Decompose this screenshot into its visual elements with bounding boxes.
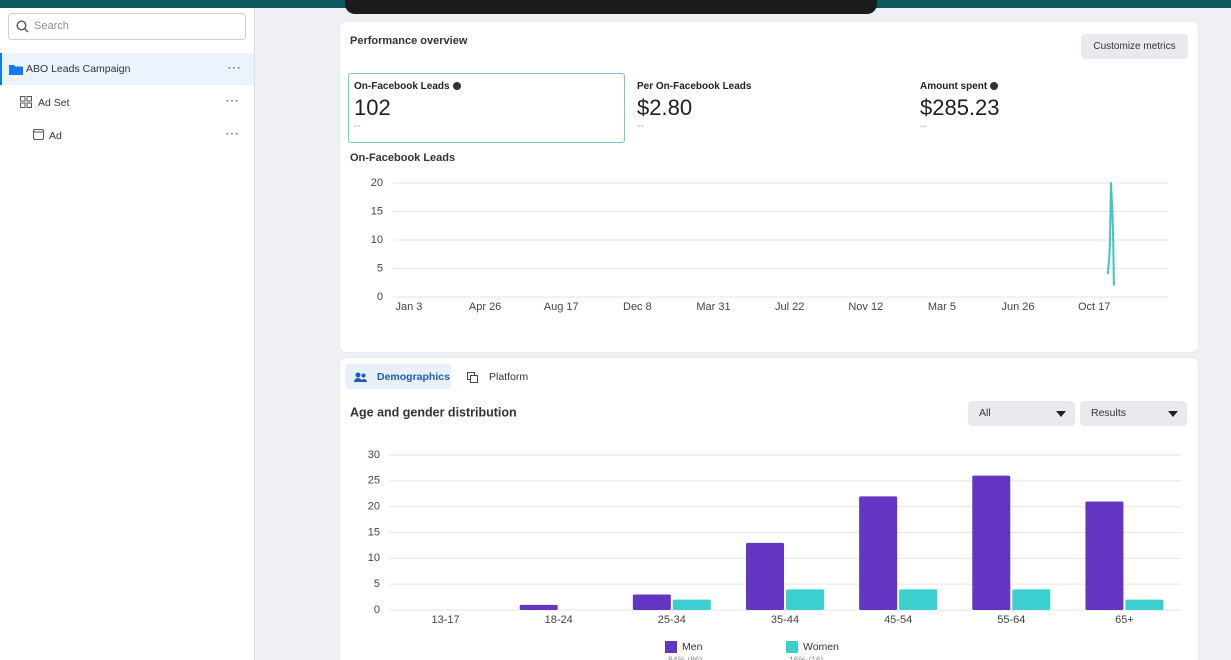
search-placeholder: Search [34, 20, 69, 32]
x-tick-label: 35-44 [771, 614, 799, 626]
bar [786, 589, 824, 610]
campaign-row[interactable]: ABO Leads Campaign ⋯ [0, 53, 254, 85]
adset-label: Ad Set [38, 97, 70, 109]
x-tick-label: 18-24 [545, 614, 573, 626]
bar [519, 604, 558, 610]
overview-title: Performance overview [350, 35, 468, 47]
filter-dropdown[interactable]: Results [1080, 401, 1187, 426]
metric-selected[interactable] [348, 73, 625, 143]
metric-label: Amount spent [920, 81, 999, 92]
y-tick-label: 5 [377, 262, 383, 274]
x-tick-label: Jul 22 [775, 301, 804, 313]
x-tick-label: Jun 26 [1002, 301, 1035, 313]
x-tick-label: 25-34 [658, 614, 686, 626]
more-icon[interactable]: ⋯ [227, 59, 241, 75]
bar [1012, 589, 1051, 610]
data-line [1106, 182, 1115, 286]
metric-comparison: -- [354, 121, 361, 132]
legend-share: 16% (16) [789, 654, 824, 660]
y-tick-label: 0 [377, 291, 383, 303]
metric-label: On-Facebook Leads [354, 81, 461, 92]
bar [746, 542, 784, 610]
x-tick-label: Mar 5 [928, 301, 956, 313]
more-icon[interactable]: ⋯ [225, 92, 239, 108]
legend-swatch [786, 641, 798, 653]
x-tick-label: Nov 12 [848, 301, 883, 313]
x-tick-label: Oct 17 [1078, 301, 1110, 313]
bar [859, 496, 898, 610]
metric-label: Per On-Facebook Leads [637, 81, 752, 92]
metric-value: $285.23 [920, 95, 1000, 120]
y-tick-label: 15 [371, 205, 383, 217]
bar [1125, 599, 1164, 610]
bar [672, 599, 711, 610]
bar [632, 594, 671, 610]
chart-title: On-Facebook Leads [350, 152, 455, 164]
tab-active[interactable]: Demographics [345, 364, 451, 389]
x-tick-label: Dec 8 [623, 301, 652, 313]
y-tick-label: 10 [371, 234, 383, 246]
x-tick-label: 45-54 [884, 614, 912, 626]
platform-icon [467, 372, 478, 383]
y-tick-label: 30 [368, 449, 380, 461]
y-tick-label: 25 [368, 475, 380, 487]
ad-row[interactable]: Ad ⋯ [0, 123, 254, 147]
filter-dropdown[interactable]: All [968, 401, 1075, 426]
x-tick-label: 55-64 [997, 614, 1025, 626]
x-tick-label: 65+ [1115, 614, 1134, 626]
filter-label: Results [1091, 407, 1127, 419]
search-icon [16, 20, 29, 33]
search-box[interactable]: Search [8, 13, 246, 40]
customize-button[interactable]: Customize metrics [1081, 34, 1188, 59]
sidebar [0, 8, 255, 660]
y-tick-label: 20 [371, 177, 383, 189]
ad-icon [33, 129, 44, 140]
info-icon[interactable] [990, 82, 999, 90]
metric-comparison: -- [920, 121, 927, 132]
bar [1085, 501, 1124, 610]
y-tick-label: 15 [368, 526, 380, 538]
x-tick-label: Mar 31 [696, 301, 730, 313]
y-tick-label: 20 [368, 501, 380, 513]
more-icon[interactable]: ⋯ [225, 125, 239, 141]
campaign-label: ABO Leads Campaign [26, 63, 131, 75]
ad-label: Ad [49, 130, 62, 142]
caret [1056, 411, 1066, 417]
x-tick-label: Jan 3 [396, 301, 423, 313]
people-icon [354, 372, 367, 382]
tab-label: Demographics [377, 371, 450, 383]
adset-row[interactable]: Ad Set ⋯ [0, 90, 254, 114]
legend-label: Women [803, 641, 839, 653]
bar [899, 589, 938, 610]
grid-icon [20, 96, 32, 108]
caret [1168, 411, 1178, 417]
top-bar [345, 0, 877, 14]
info-icon[interactable] [452, 82, 461, 90]
y-tick-label: 5 [374, 578, 380, 590]
metric-value: 102 [354, 95, 391, 120]
folder-icon [9, 65, 23, 75]
metric-comparison: -- [637, 121, 644, 132]
filter-label: All [979, 407, 991, 419]
y-tick-label: 0 [374, 604, 380, 616]
bar [972, 475, 1011, 610]
metric-value: $2.80 [637, 95, 693, 120]
x-tick-label: 13-17 [432, 614, 460, 626]
legend-label: Men [682, 641, 703, 653]
legend-share: 84% (86) [668, 654, 703, 660]
y-tick-label: 10 [368, 552, 380, 564]
x-tick-label: Apr 26 [469, 301, 501, 313]
tab-label[interactable]: Platform [489, 371, 529, 383]
x-tick-label: Aug 17 [544, 301, 579, 313]
chart-title: Age and gender distribution [350, 405, 517, 419]
legend-swatch [665, 641, 677, 653]
